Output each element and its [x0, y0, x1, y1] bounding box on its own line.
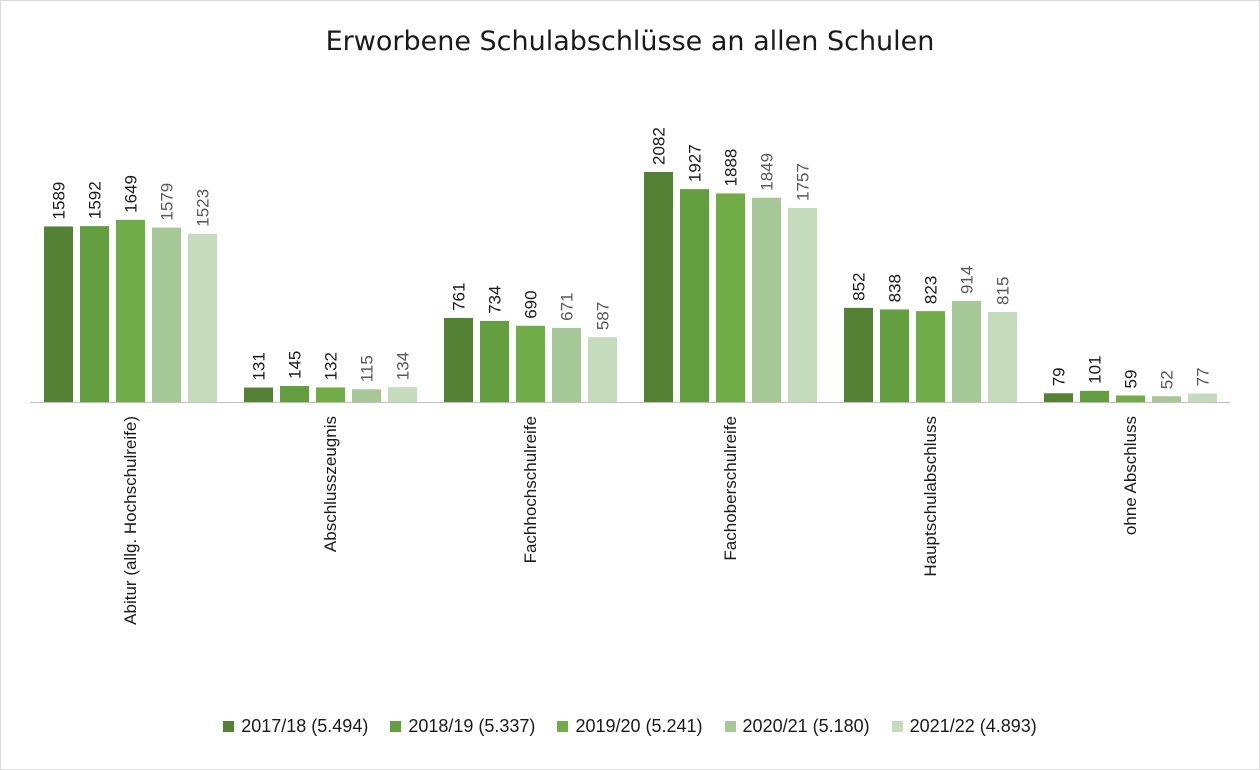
data-label: 52 [1158, 370, 1177, 389]
legend-swatch [724, 721, 736, 732]
bar [1116, 395, 1145, 402]
data-label: 131 [250, 352, 269, 380]
data-label: 1523 [194, 189, 213, 227]
legend-label: 2018/19 (5.337) [408, 716, 536, 736]
bar [752, 197, 781, 402]
bar [388, 387, 417, 402]
data-label: 823 [922, 276, 941, 304]
data-label: 914 [958, 266, 977, 294]
data-label: 587 [594, 302, 613, 330]
legend-label: 2020/21 (5.180) [742, 716, 870, 736]
legend-swatch [390, 721, 402, 732]
data-label: 734 [486, 286, 505, 314]
category-label: Fachoberschulreife [721, 416, 740, 561]
legend-item: 2018/19 (5.337) [390, 716, 535, 737]
chart-title: Erworbene Schulabschlüsse an allen Schul… [325, 26, 935, 57]
bar [1044, 393, 1073, 402]
category-label: Fachhochschulreife [521, 416, 540, 563]
bar [644, 172, 673, 402]
category-label: Hauptschulabschluss [921, 416, 940, 577]
bar [1080, 390, 1109, 402]
legend-swatch [557, 721, 569, 732]
data-label: 2082 [650, 127, 669, 165]
bar [1188, 393, 1217, 402]
bar [952, 301, 981, 402]
bar [788, 207, 817, 402]
legend-label: 2019/20 (5.241) [575, 716, 703, 736]
bar [552, 327, 581, 402]
bar [44, 226, 73, 402]
data-label: 1849 [758, 153, 777, 191]
bar [844, 307, 873, 402]
data-label: 1649 [122, 175, 141, 213]
legend-swatch [891, 721, 903, 732]
data-label: 132 [322, 352, 341, 380]
data-label: 815 [994, 277, 1013, 305]
bar [116, 219, 145, 402]
data-label: 1888 [722, 149, 741, 187]
data-label: 852 [850, 273, 869, 301]
bar [988, 311, 1017, 402]
bar [480, 320, 509, 402]
bar [588, 337, 617, 402]
bar [152, 227, 181, 402]
data-label: 79 [1050, 367, 1069, 386]
legend-item: 2021/22 (4.893) [891, 716, 1037, 737]
legend-item: 2017/18 (5.494) [223, 716, 368, 737]
category-label: Abitur (allg. Hochschulreife) [121, 416, 140, 625]
data-label: 101 [1086, 355, 1105, 383]
data-label: 1757 [794, 163, 813, 201]
legend-item: 2020/21 (5.180) [724, 716, 870, 737]
data-label: 145 [286, 351, 305, 379]
data-label: 59 [1122, 370, 1141, 389]
data-label: 1592 [86, 181, 105, 219]
legend-label: 2021/22 (4.893) [909, 716, 1037, 736]
legend-label: 2017/18 (5.494) [241, 716, 369, 736]
data-label: 134 [394, 352, 413, 380]
data-label: 761 [450, 283, 469, 311]
data-label: 1589 [50, 182, 69, 220]
chart-legend: 2017/18 (5.494) 2018/19 (5.337) 2019/20 (5… [0, 716, 1260, 737]
bar [280, 385, 309, 402]
data-label: 671 [558, 292, 577, 320]
data-label: 115 [358, 355, 377, 382]
bar [680, 189, 709, 402]
data-label: 1927 [686, 144, 705, 182]
bar [352, 389, 381, 402]
data-label: 690 [522, 290, 541, 318]
bar [444, 317, 473, 402]
bar [916, 311, 945, 402]
bar [516, 325, 545, 402]
bar [316, 387, 345, 402]
data-label: 77 [1194, 368, 1213, 387]
legend-item: 2019/20 (5.241) [557, 716, 703, 737]
category-label: Abschlusszeugnis [321, 416, 340, 552]
bar [716, 193, 745, 402]
bar [188, 233, 217, 402]
data-label: 1579 [158, 183, 177, 221]
data-label: 838 [886, 274, 905, 302]
bar [244, 387, 273, 402]
bar [880, 309, 909, 402]
category-label: ohne Abschluss [1121, 416, 1140, 535]
bar [80, 226, 109, 402]
legend-swatch [223, 721, 235, 732]
bar [1152, 396, 1181, 402]
